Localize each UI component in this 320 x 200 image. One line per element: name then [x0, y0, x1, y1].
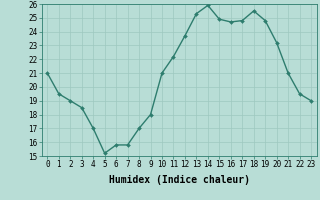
X-axis label: Humidex (Indice chaleur): Humidex (Indice chaleur) [109, 175, 250, 185]
